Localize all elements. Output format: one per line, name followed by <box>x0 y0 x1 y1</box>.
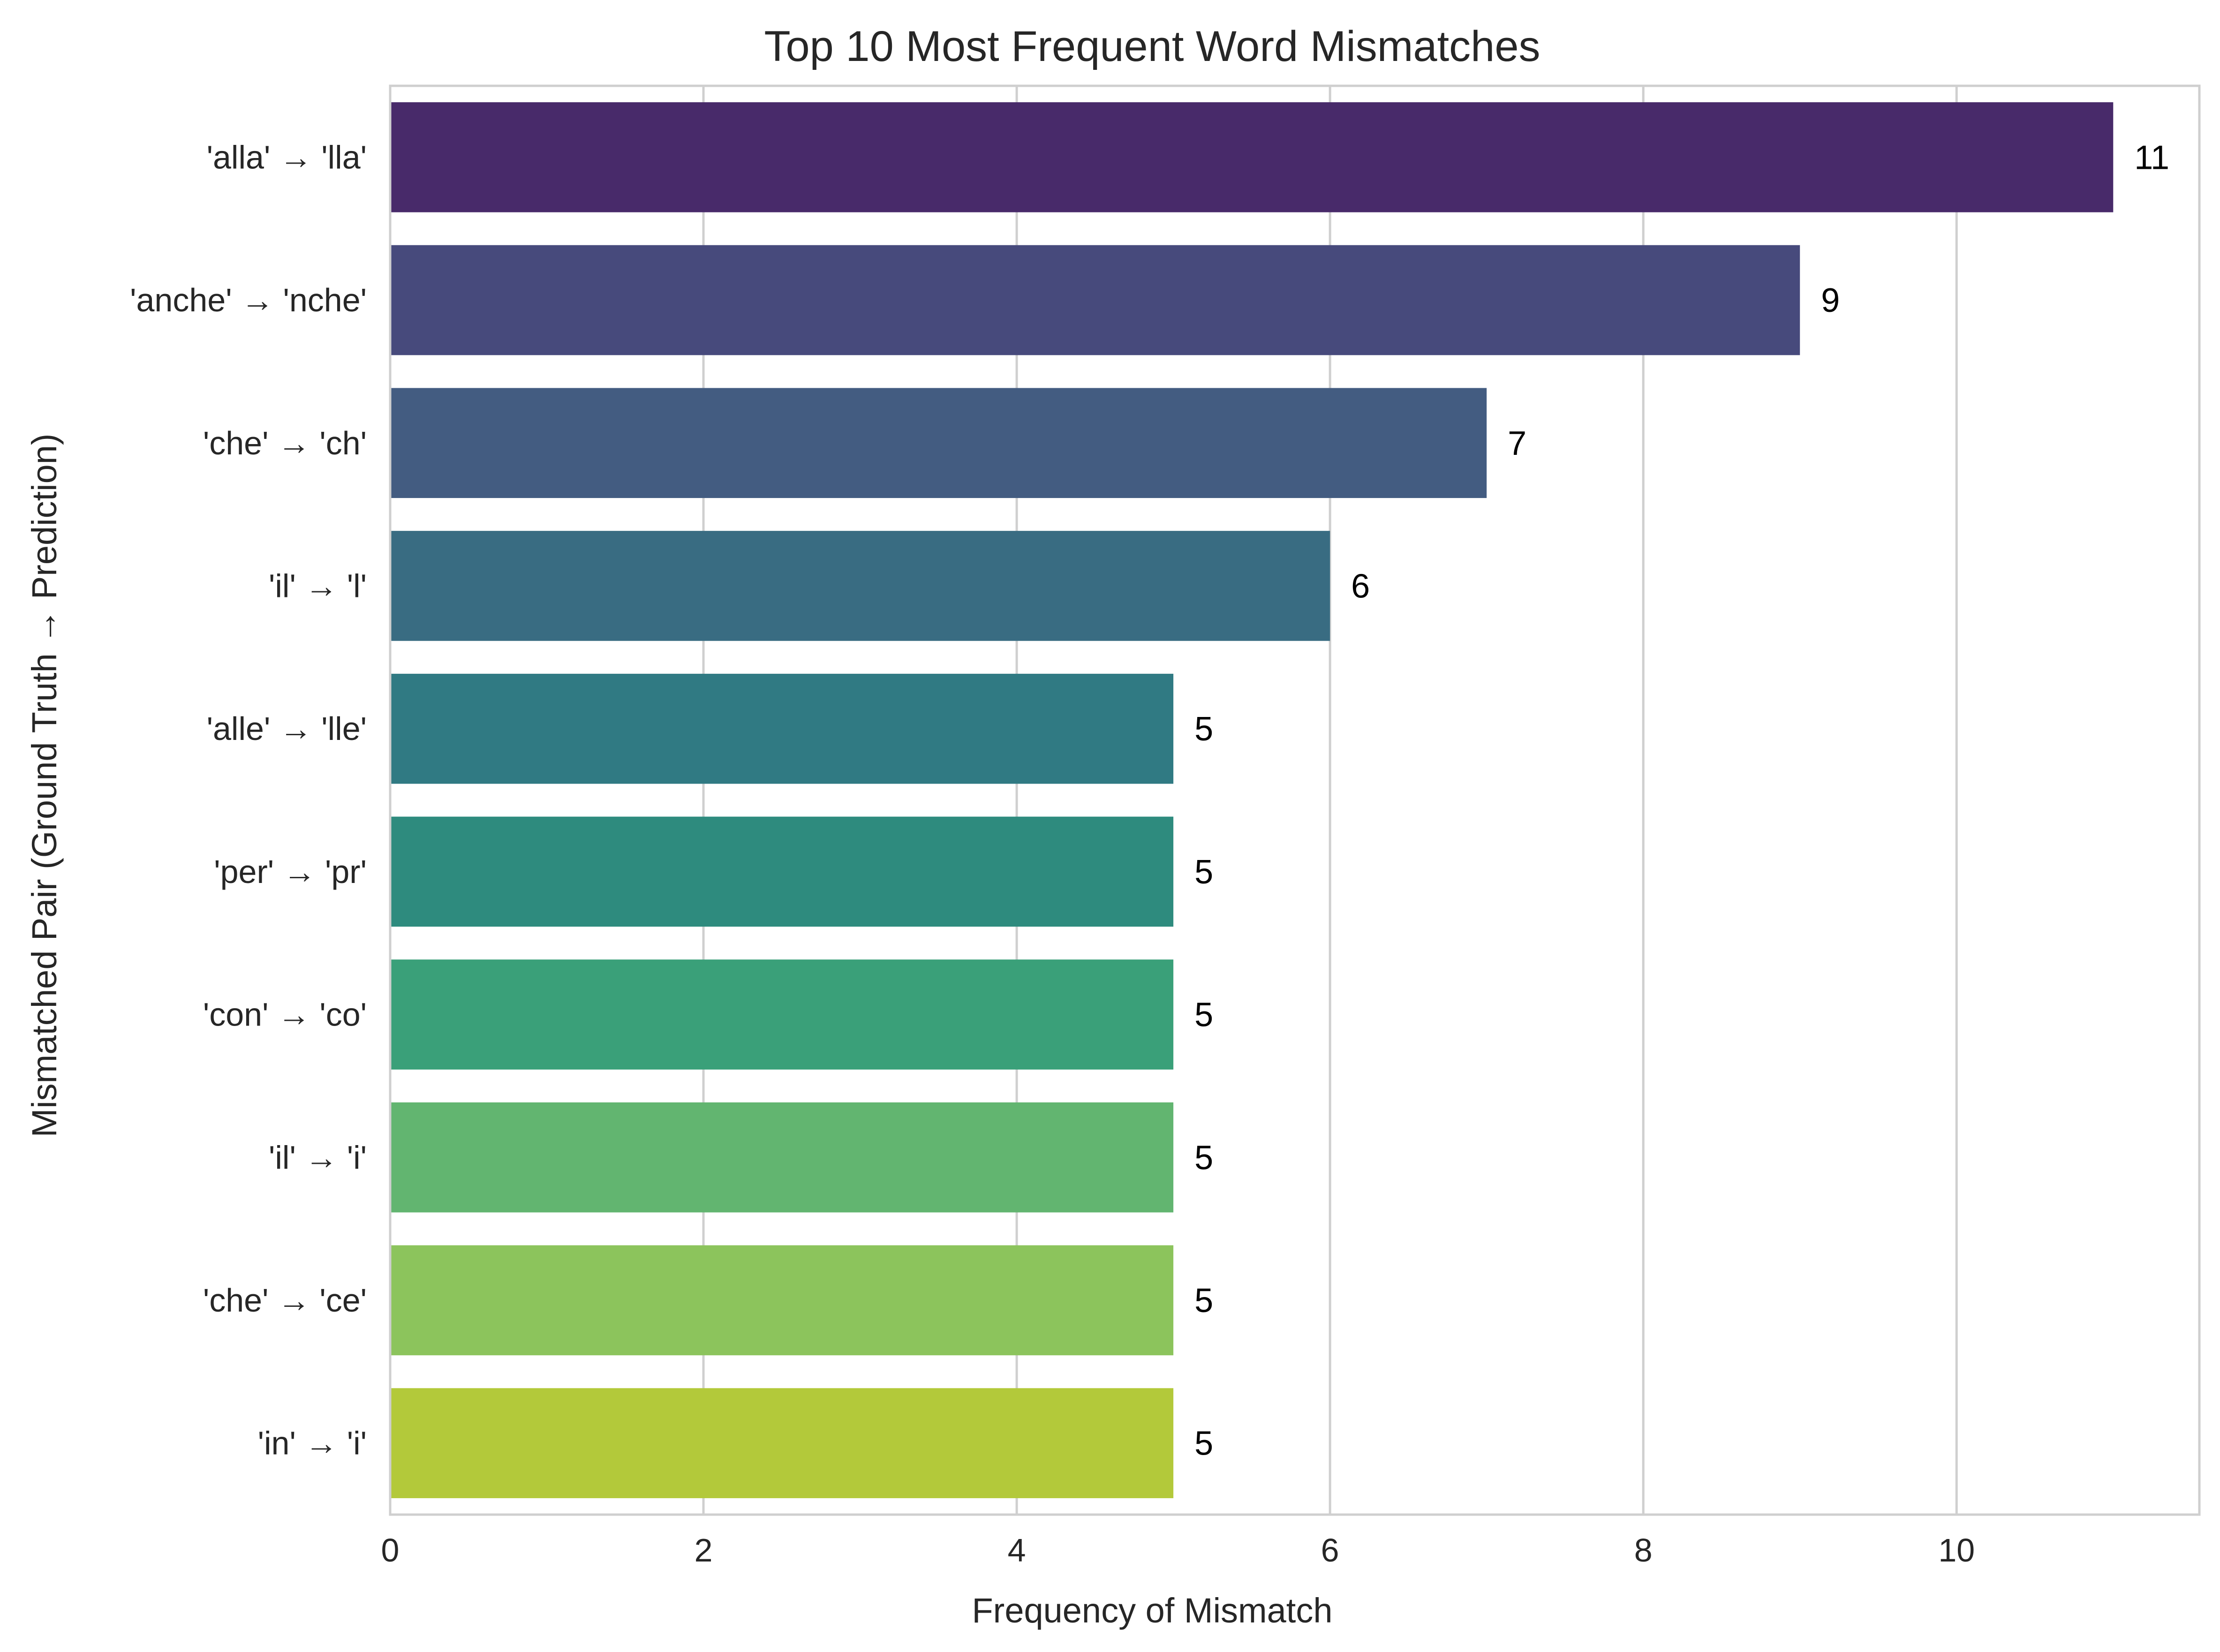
bar <box>390 673 1174 784</box>
plot-border <box>389 84 2201 1516</box>
bar <box>390 245 1800 355</box>
bar <box>390 531 1330 641</box>
y-tick-label: 'per' → 'pr' <box>214 853 367 890</box>
y-tick-label: 'in' → 'i' <box>258 1425 367 1462</box>
y-tick-labels: 'alla' → 'lla' 'anche' → 'nche' 'che' → 'c… <box>130 139 367 1461</box>
bar-value-label: 9 <box>1821 282 1840 319</box>
y-tick-label: 'che' → 'ch' <box>203 425 367 461</box>
bar-value-label: 5 <box>1194 1425 1213 1463</box>
bar-value-label: 5 <box>1194 1139 1213 1177</box>
x-tick-label: 4 <box>1008 1532 1026 1569</box>
x-tick-label: 2 <box>695 1532 713 1569</box>
x-tick-label: 6 <box>1321 1532 1339 1569</box>
bar <box>390 1388 1174 1498</box>
x-tick-labels: 0 2 4 6 8 10 <box>381 1532 1975 1569</box>
x-tick-label: 8 <box>1634 1532 1653 1569</box>
x-tick-label: 10 <box>1938 1532 1975 1569</box>
data-labels: 11 9 7 6 5 5 5 5 5 5 <box>1194 139 2169 1462</box>
y-tick-label: 'con' → 'co' <box>203 996 367 1033</box>
bar <box>390 1102 1174 1213</box>
y-axis-label: Mismatched Pair (Ground Truth → Predicti… <box>25 433 64 1137</box>
x-tick-label: 0 <box>381 1532 400 1569</box>
bar <box>390 959 1174 1070</box>
bar-value-label: 5 <box>1194 710 1213 748</box>
bar-value-label: 6 <box>1351 567 1370 605</box>
y-tick-label: 'alle' → 'lle' <box>207 710 367 747</box>
bar <box>390 1245 1174 1356</box>
bar-value-label: 5 <box>1194 1282 1213 1320</box>
bar-value-label: 7 <box>1508 425 1526 462</box>
chart-title: Top 10 Most Frequent Word Mismatches <box>764 23 1540 70</box>
bar <box>390 102 2114 212</box>
bars <box>390 102 2114 1498</box>
y-tick-label: 'che' → 'ce' <box>203 1282 367 1319</box>
plot-frame <box>389 84 2201 1516</box>
bar-value-label: 11 <box>2134 139 2169 176</box>
y-tick-label: 'alla' → 'lla' <box>207 139 367 175</box>
bar-value-label: 5 <box>1194 853 1213 891</box>
y-tick-label: 'anche' → 'nche' <box>130 282 367 318</box>
bar-value-label: 5 <box>1194 996 1213 1034</box>
y-tick-label: 'il' → 'l' <box>269 567 367 604</box>
bar <box>390 816 1174 927</box>
x-axis-label: Frequency of Mismatch <box>972 1591 1332 1630</box>
y-tick-label: 'il' → 'i' <box>269 1139 367 1176</box>
bar <box>390 388 1487 498</box>
